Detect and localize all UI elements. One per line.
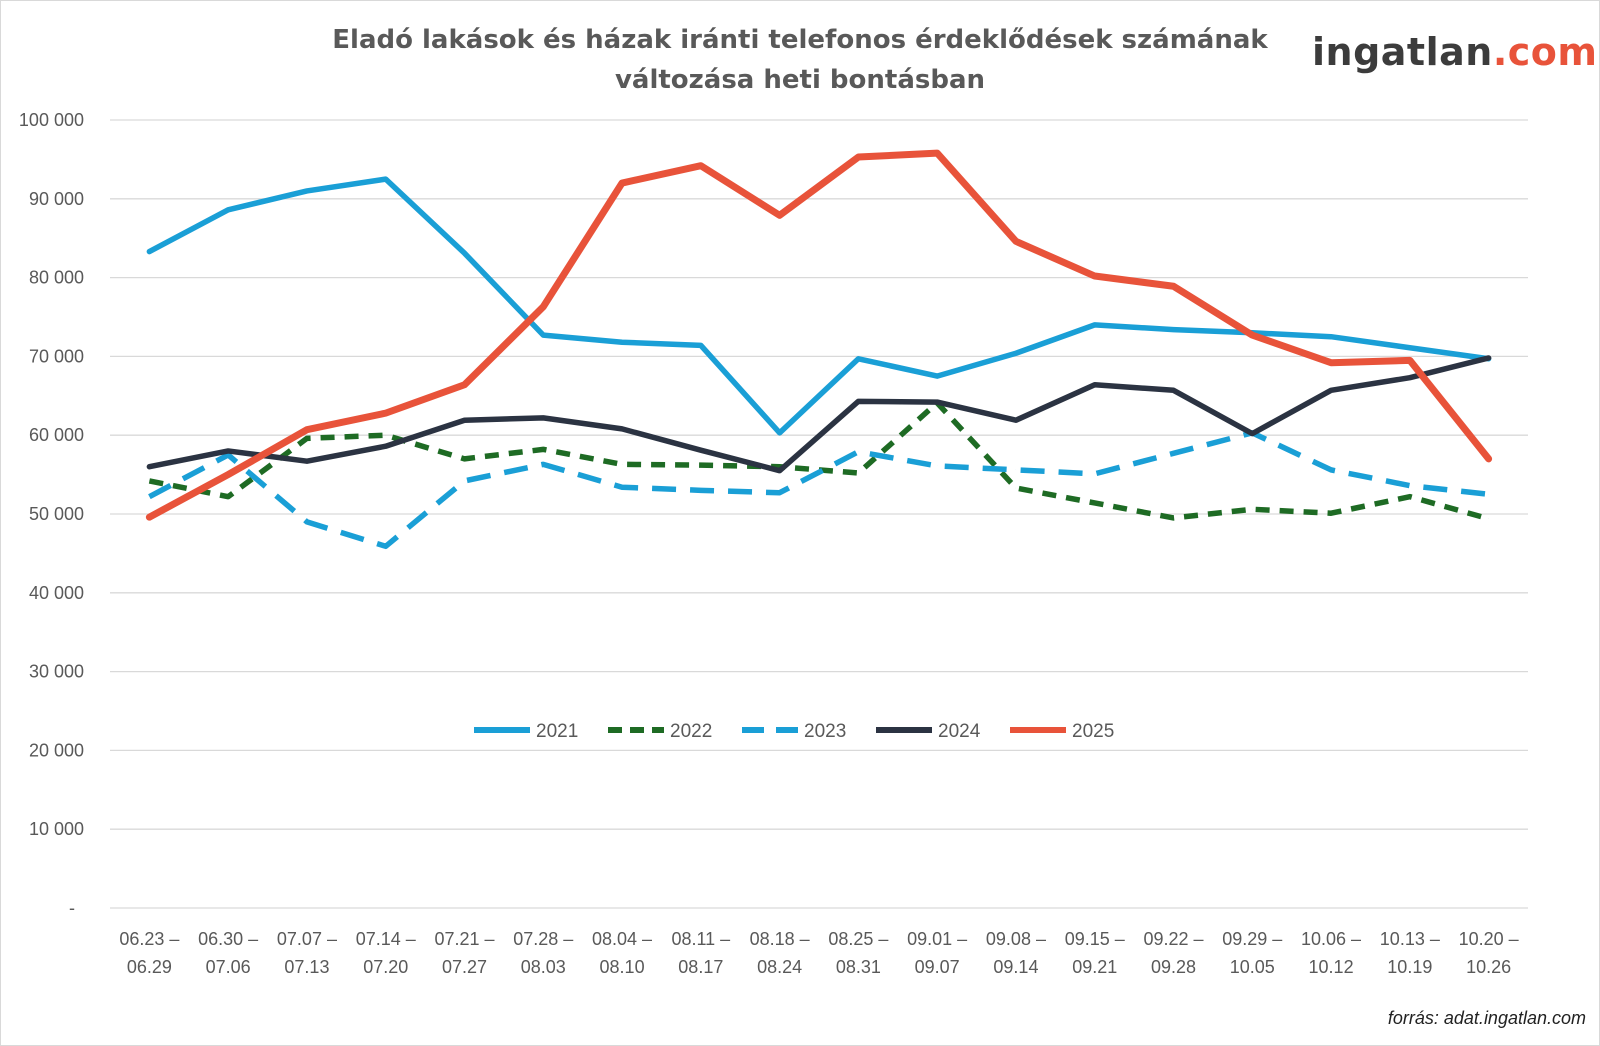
- y-tick-label: 100 000: [19, 110, 84, 130]
- x-tick-label: 08.17: [678, 957, 723, 977]
- legend-label-2025: 2025: [1072, 721, 1114, 742]
- legend-label-2021: 2021: [536, 721, 578, 742]
- x-tick-label: 09.01 –: [907, 929, 967, 949]
- x-tick-label: 07.21 –: [434, 929, 494, 949]
- chart-title: Eladó lakások és házak iránti telefonos …: [332, 25, 1268, 95]
- x-tick-label: 08.31: [836, 957, 881, 977]
- y-tick-label: -: [69, 898, 75, 918]
- x-tick-label: 07.06: [206, 957, 251, 977]
- logo-main: ingatlan: [1312, 30, 1493, 74]
- y-tick-label: 40 000: [29, 583, 84, 603]
- x-tick-label: 10.20 –: [1459, 929, 1519, 949]
- legend-label-2022: 2022: [670, 721, 712, 742]
- legend-label-2023: 2023: [804, 721, 846, 742]
- x-tick-label: 06.30 –: [198, 929, 258, 949]
- x-tick-label: 07.28 –: [513, 929, 573, 949]
- ingatlan-logo: ingatlan.com: [1312, 30, 1597, 74]
- y-tick-label: 20 000: [29, 740, 84, 760]
- source-note: forrás: adat.ingatlan.com: [1387, 1008, 1586, 1028]
- x-tick-label: 09.28: [1151, 957, 1196, 977]
- series-line-2025: [145, 149, 1493, 521]
- x-tick-label: 07.20: [363, 957, 408, 977]
- y-tick-label: 70 000: [29, 346, 84, 366]
- x-tick-label: 10.12: [1309, 957, 1354, 977]
- x-tick-label: 07.14 –: [356, 929, 416, 949]
- x-tick-label: 08.04 –: [592, 929, 652, 949]
- x-tick-label: 07.13: [284, 957, 329, 977]
- series-line-2023: [148, 430, 1489, 550]
- x-tick-label: 08.11 –: [671, 929, 730, 949]
- x-tick-label: 09.21: [1072, 957, 1117, 977]
- x-tick-label: 09.15 –: [1065, 929, 1125, 949]
- x-tick-label: 09.08 –: [986, 929, 1046, 949]
- y-tick-label: 90 000: [29, 189, 84, 209]
- x-tick-label: 09.29 –: [1222, 929, 1282, 949]
- x-tick-label: 07.07 –: [277, 929, 337, 949]
- y-tick-label: 10 000: [29, 819, 84, 839]
- x-tick-label: 10.06 –: [1301, 929, 1361, 949]
- logo-suffix: .com: [1492, 30, 1598, 74]
- x-tick-label: 06.23 –: [119, 929, 179, 949]
- x-tick-label: 09.22 –: [1143, 929, 1203, 949]
- series-line-2021: [146, 176, 1492, 436]
- x-tick-label: 07.27: [442, 957, 487, 977]
- x-tick-label: 10.13 –: [1380, 929, 1440, 949]
- x-tick-label: 06.29: [127, 957, 172, 977]
- y-tick-label: 50 000: [29, 504, 84, 524]
- x-tick-label: 09.14: [993, 957, 1038, 977]
- x-tick-label: 09.07: [915, 957, 960, 977]
- y-tick-label: 30 000: [29, 662, 84, 682]
- x-tick-label: 08.24: [757, 957, 802, 977]
- x-tick-label: 10.05: [1230, 957, 1275, 977]
- x-tick-label: 08.18 –: [750, 929, 810, 949]
- series-line-2024: [146, 355, 1492, 474]
- y-tick-label: 80 000: [29, 268, 84, 288]
- x-tick-label: 08.10: [600, 957, 645, 977]
- legend-label-2024: 2024: [938, 721, 981, 742]
- y-tick-label: 60 000: [29, 425, 84, 445]
- x-tick-label: 10.26: [1466, 957, 1511, 977]
- x-tick-label: 10.19: [1387, 957, 1432, 977]
- x-tick-label: 08.25 –: [828, 929, 888, 949]
- x-tick-label: 08.03: [521, 957, 566, 977]
